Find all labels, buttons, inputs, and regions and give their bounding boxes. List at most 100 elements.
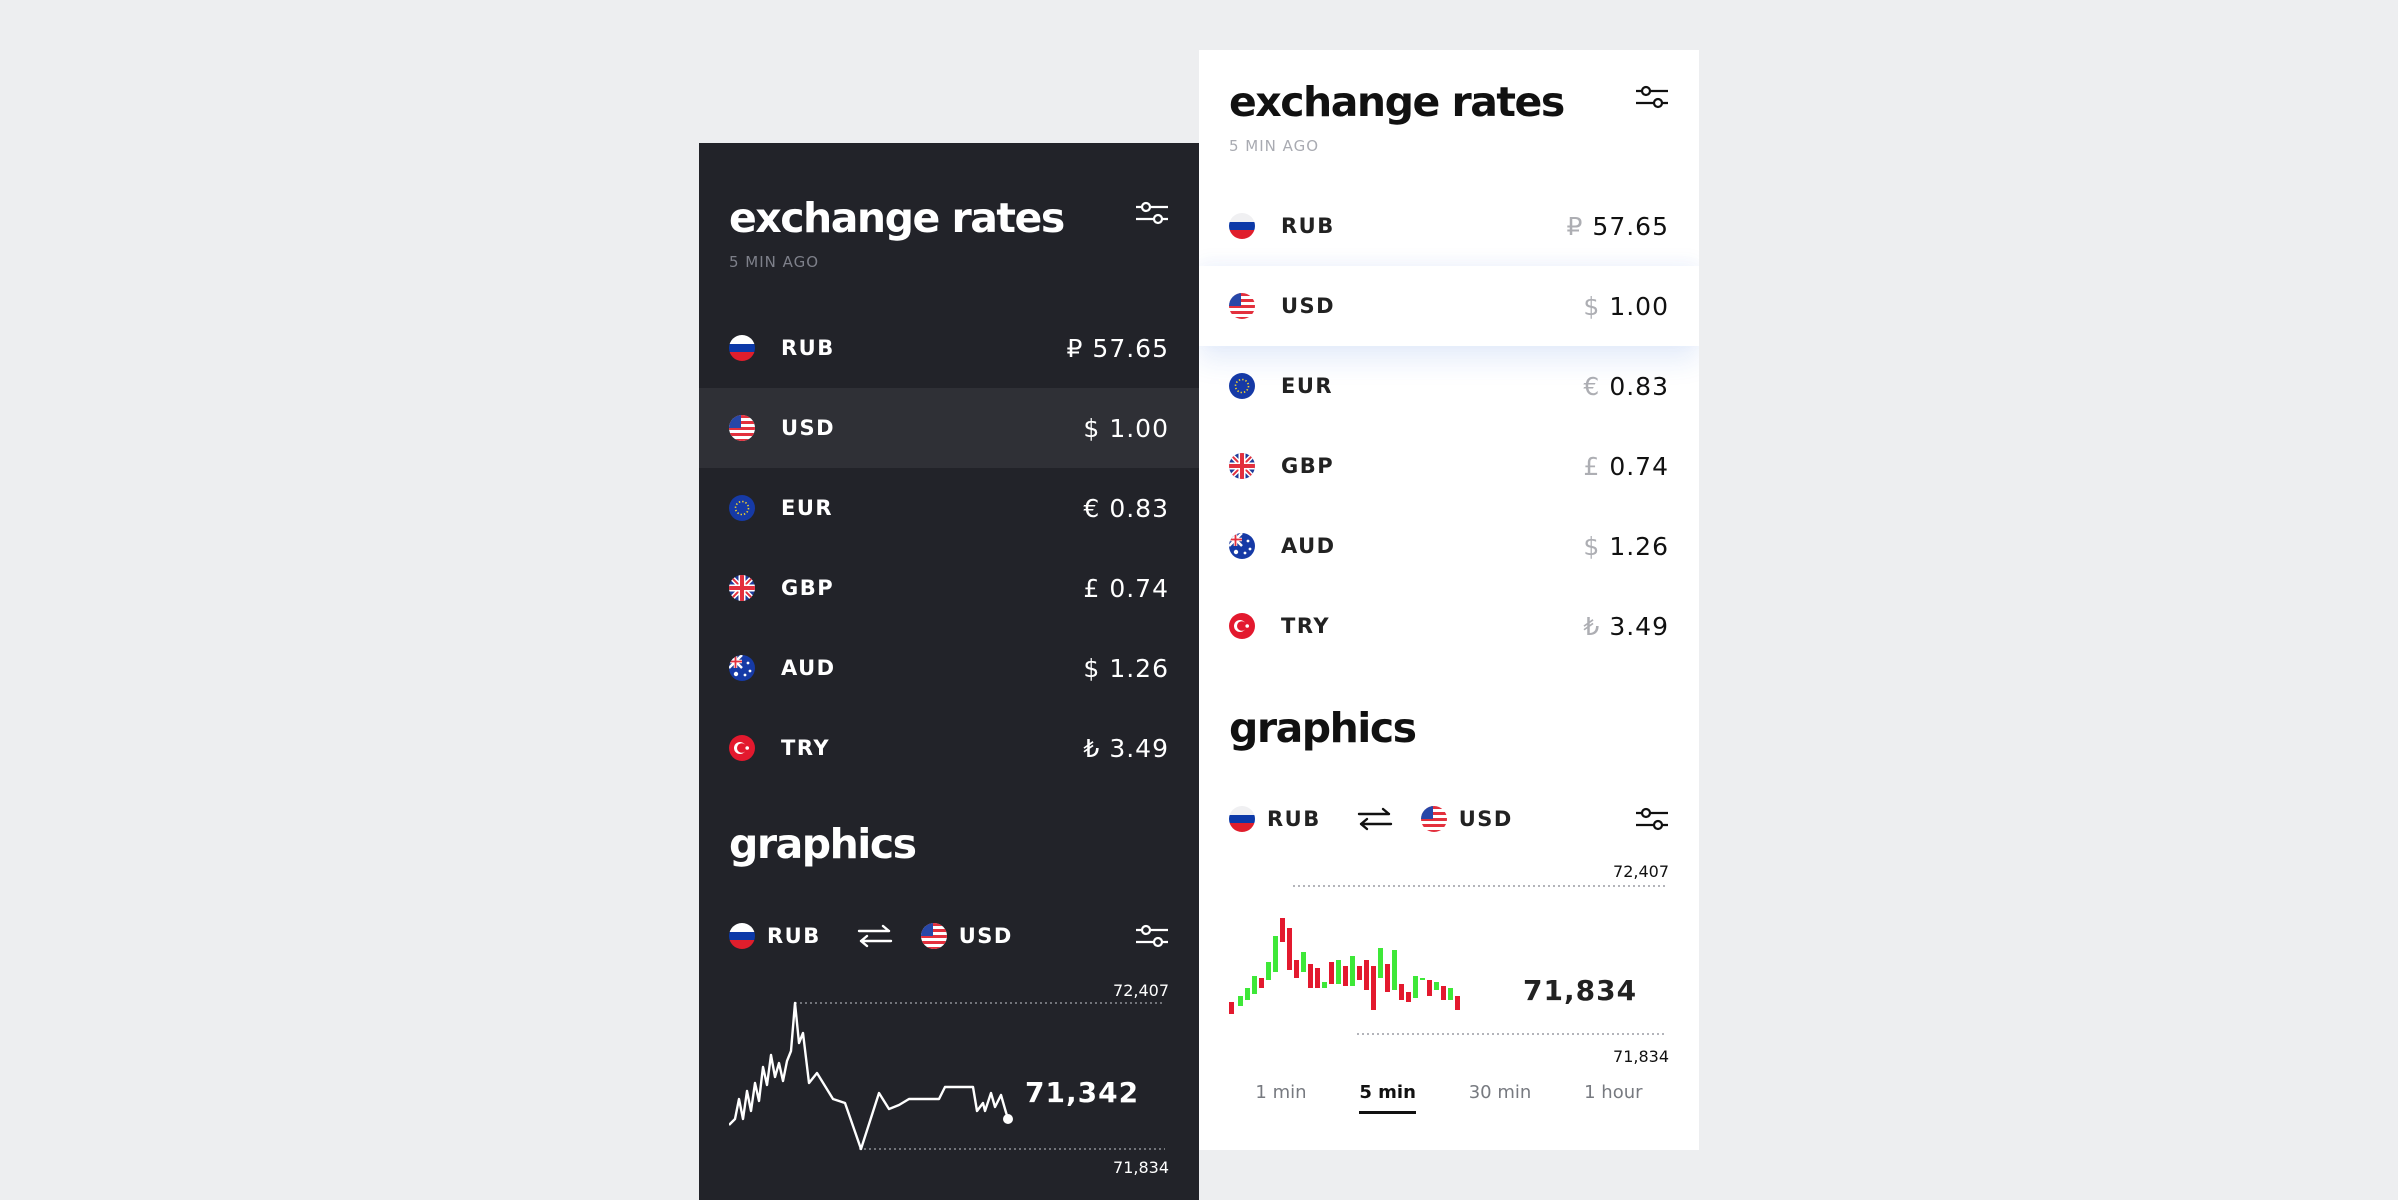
- filter-settings-button[interactable]: [1135, 200, 1169, 226]
- rate-row-rub[interactable]: RUB ₽57.65: [699, 308, 1199, 388]
- candle: [1229, 1002, 1234, 1014]
- rate-amount: 1.00: [1609, 291, 1669, 321]
- candle: [1266, 962, 1271, 980]
- tr-flag-icon: [1229, 613, 1255, 639]
- rate-row-usd[interactable]: USD $1.00: [699, 388, 1199, 468]
- rate-value: ₽57.65: [1067, 334, 1169, 363]
- rate-value: £0.74: [1083, 574, 1169, 603]
- pair-to-code[interactable]: USD: [1458, 807, 1513, 831]
- rate-row-try[interactable]: TRY ₺ 3.49: [699, 708, 1199, 788]
- currency-code: AUD: [781, 656, 836, 680]
- candle: [1280, 918, 1285, 942]
- rate-row-usd[interactable]: USD $1.00: [1199, 266, 1699, 346]
- currency-code: TRY: [1281, 614, 1331, 638]
- rate-line-chart: 72,407 71,342 71,834: [729, 973, 1169, 1193]
- candle: [1322, 982, 1327, 988]
- rate-value: £0.74: [1583, 452, 1669, 481]
- rate-row-gbp[interactable]: GBP £0.74: [699, 548, 1199, 628]
- us-flag-icon: [1229, 293, 1255, 319]
- rate-value: $1.00: [1083, 414, 1169, 443]
- chart-low-label: 71,834: [1113, 1158, 1169, 1177]
- pair-to-code[interactable]: USD: [958, 924, 1013, 948]
- currency-symbol: €: [1583, 371, 1601, 401]
- ru-flag-icon: [729, 335, 755, 361]
- pair-from-code[interactable]: RUB: [767, 924, 821, 948]
- ru-flag-icon: [1229, 806, 1255, 832]
- candle: [1252, 976, 1257, 994]
- currency-code: GBP: [1281, 454, 1335, 478]
- candle: [1455, 996, 1460, 1010]
- candle: [1350, 956, 1355, 986]
- ru-flag-icon: [1229, 213, 1255, 239]
- chart-settings-button[interactable]: [1635, 806, 1669, 832]
- au-flag-icon: [729, 655, 755, 681]
- rate-amount: 0.74: [1609, 451, 1669, 481]
- candle: [1385, 964, 1390, 992]
- light-exchange-rates-panel: exchange rates 5 MIN AGO RUB ₽57.65 USD …: [1199, 50, 1699, 1150]
- currency-symbol: €: [1083, 493, 1101, 523]
- au-flag-icon: [1229, 533, 1255, 559]
- rate-row-eur[interactable]: EUR €0.83: [699, 468, 1199, 548]
- last-updated-label: 5 MIN AGO: [729, 253, 820, 271]
- gb-flag-icon: [729, 575, 755, 601]
- rates-list: RUB ₽57.65 USD $1.00 EUR €0.83 GBP £0.74: [699, 308, 1199, 788]
- rate-row-rub[interactable]: RUB ₽57.65: [1199, 186, 1699, 266]
- chart-current-value: 71,834: [1523, 974, 1637, 1007]
- currency-symbol: £: [1583, 451, 1601, 481]
- currency-code: RUB: [781, 336, 835, 360]
- currency-code: GBP: [781, 576, 835, 600]
- currency-pair-selector: RUB USD: [1229, 804, 1669, 834]
- candles: [1229, 918, 1460, 1014]
- currency-symbol: $: [1083, 413, 1101, 443]
- candle: [1364, 960, 1369, 990]
- chart-high-label: 72,407: [1113, 981, 1169, 1000]
- rate-row-aud[interactable]: AUD $1.26: [699, 628, 1199, 708]
- currency-symbol: £: [1083, 573, 1101, 603]
- currency-symbol: ₺: [1583, 611, 1601, 641]
- chart-settings-button[interactable]: [1135, 923, 1169, 949]
- candle: [1336, 960, 1341, 984]
- currency-symbol: ₽: [1566, 211, 1584, 241]
- swap-currencies-button[interactable]: [857, 924, 893, 948]
- rate-value: ₺ 3.49: [1083, 734, 1169, 763]
- graphics-title: graphics: [1229, 704, 1417, 752]
- filter-settings-button[interactable]: [1635, 84, 1669, 110]
- ru-flag-icon: [729, 923, 755, 949]
- pair-from-code[interactable]: RUB: [1267, 807, 1321, 831]
- rate-line-endpoint: [1003, 1114, 1013, 1124]
- rate-row-eur[interactable]: EUR €0.83: [1199, 346, 1699, 426]
- swap-currencies-button[interactable]: [1357, 807, 1393, 831]
- dark-header: exchange rates 5 MIN AGO: [729, 198, 1169, 278]
- chart-high-label: 72,407: [1613, 862, 1669, 881]
- rate-amount: 3.49: [1109, 733, 1169, 763]
- rate-row-aud[interactable]: AUD $1.26: [1199, 506, 1699, 586]
- last-updated-label: 5 MIN AGO: [1229, 137, 1320, 155]
- rate-row-gbp[interactable]: GBP £0.74: [1199, 426, 1699, 506]
- page-title: exchange rates: [1229, 78, 1565, 126]
- candle: [1399, 984, 1404, 1000]
- candle: [1413, 976, 1418, 998]
- rate-line: [729, 1001, 1010, 1151]
- candle: [1420, 978, 1425, 980]
- rate-value: $1.26: [1583, 532, 1669, 561]
- timeframe-tabs: 1 min 5 min 30 min 1 hour: [1229, 1082, 1669, 1114]
- graphics-title: graphics: [729, 820, 917, 868]
- sliders-icon: [1136, 924, 1168, 948]
- tab-1-hour[interactable]: 1 hour: [1584, 1082, 1643, 1103]
- currency-symbol: ₽: [1066, 333, 1084, 363]
- candle: [1343, 966, 1348, 986]
- rate-amount: 0.83: [1609, 371, 1669, 401]
- tab-1-min[interactable]: 1 min: [1255, 1082, 1307, 1103]
- currency-code: USD: [781, 416, 836, 440]
- rate-amount: 3.49: [1609, 611, 1669, 641]
- candle: [1294, 960, 1299, 978]
- dark-exchange-rates-panel: exchange rates 5 MIN AGO RUB ₽57.65 USD …: [699, 143, 1199, 1200]
- rate-value: $1.00: [1583, 292, 1669, 321]
- candle: [1308, 964, 1313, 988]
- tab-30-min[interactable]: 30 min: [1468, 1082, 1532, 1103]
- tab-5-min[interactable]: 5 min: [1359, 1082, 1416, 1114]
- rate-row-try[interactable]: TRY ₺ 3.49: [1199, 586, 1699, 666]
- rate-value: €0.83: [1583, 372, 1669, 401]
- candle: [1273, 936, 1278, 972]
- candle: [1357, 966, 1362, 980]
